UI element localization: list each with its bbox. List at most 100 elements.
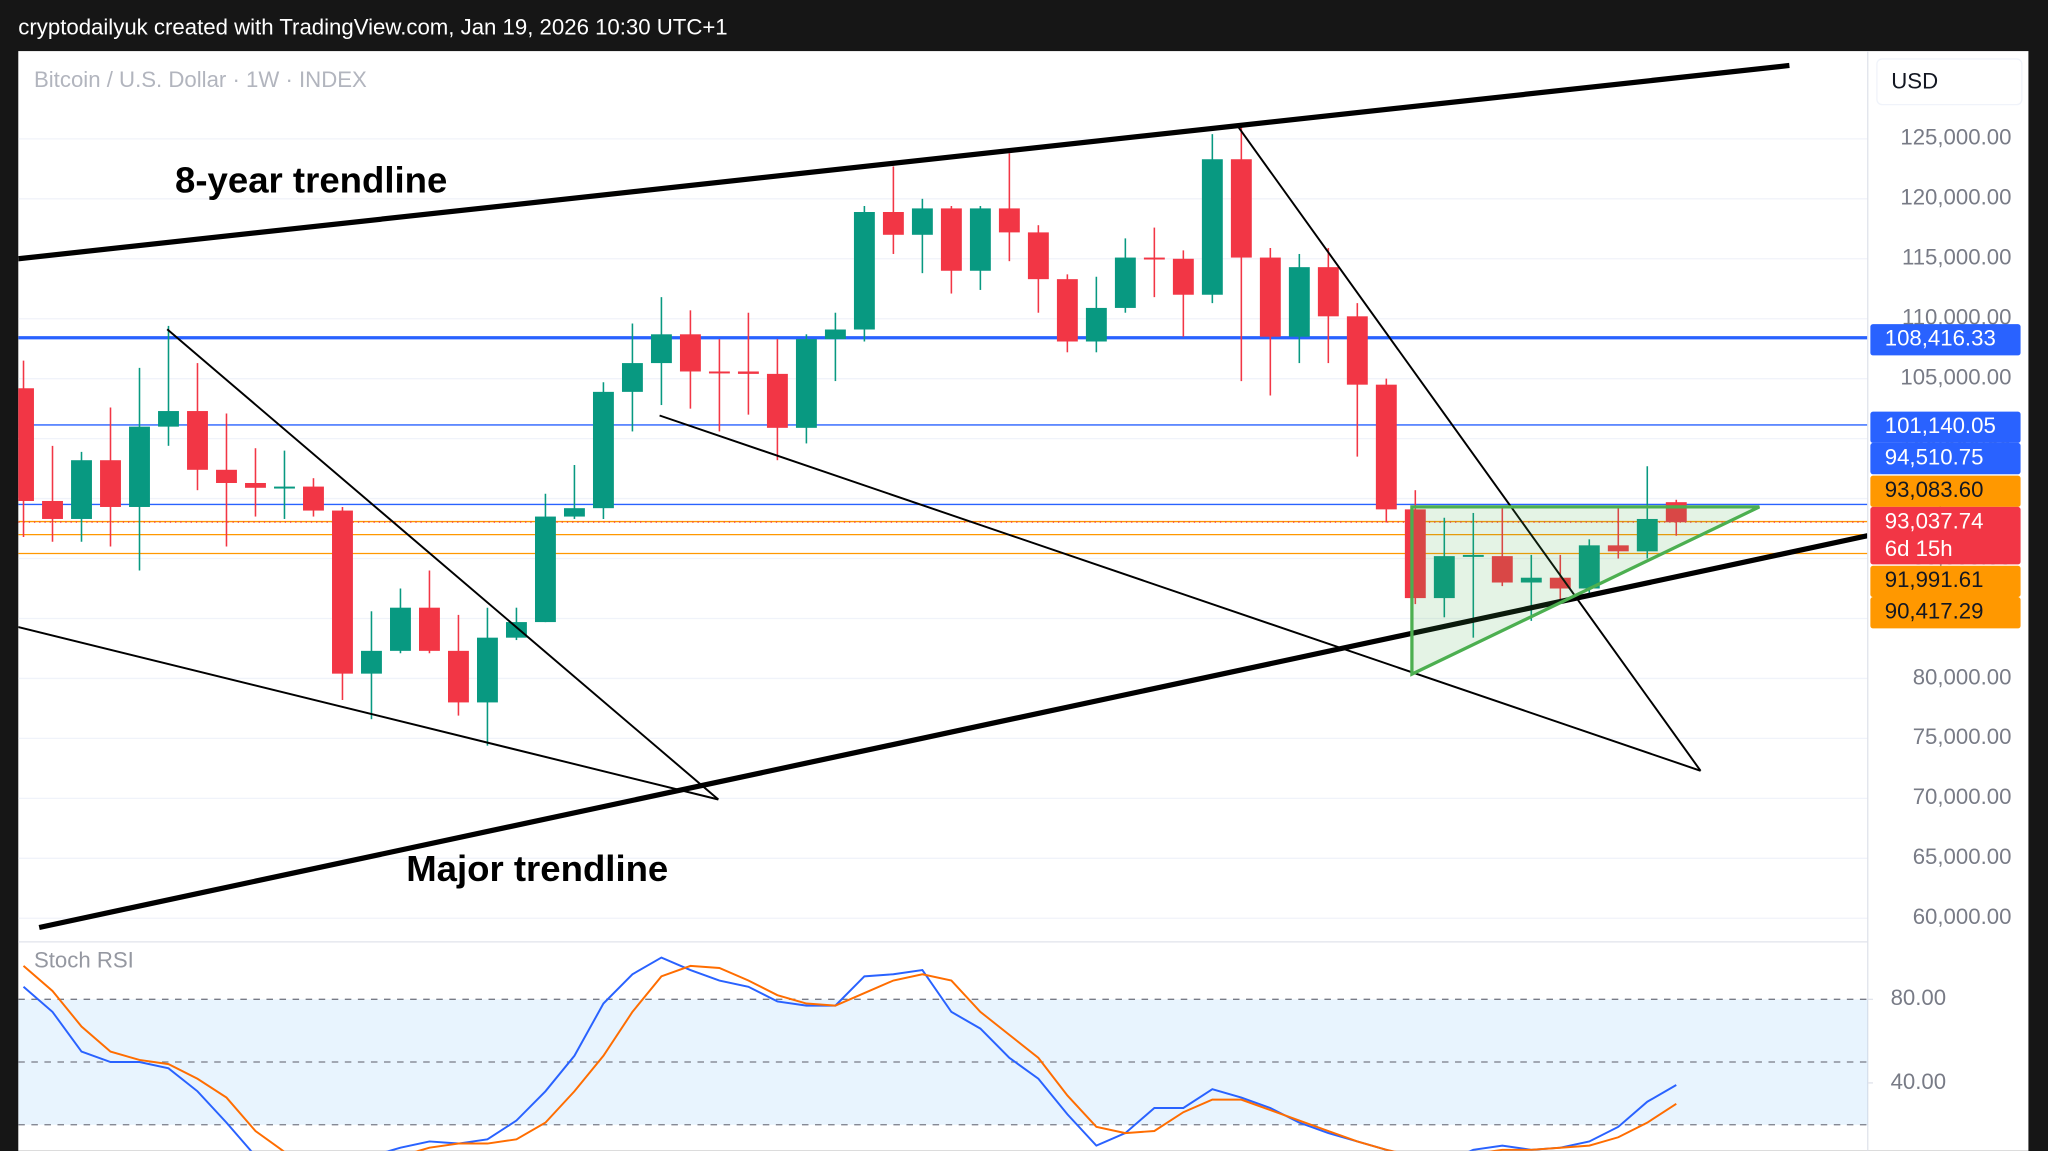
candle-body xyxy=(1056,279,1078,342)
candle-body xyxy=(419,607,440,651)
candle-body xyxy=(1288,267,1310,337)
candle-body xyxy=(766,373,788,428)
candle-body xyxy=(940,208,962,271)
y-tick-label: 80.00 xyxy=(1891,985,1947,1010)
stoch-line xyxy=(22,964,1677,1151)
candle-body xyxy=(390,607,411,651)
price-label-bg xyxy=(1870,475,2021,507)
countdown: 6d 15h xyxy=(1885,536,1953,561)
price-label: 108,416.33 xyxy=(1885,326,1996,351)
credit: cryptodailyuk created with TradingView.c… xyxy=(18,15,727,40)
candle-body xyxy=(737,371,759,374)
candle-body xyxy=(1201,159,1223,295)
price-label-bg xyxy=(1870,324,2021,356)
price-label: 93,083.60 xyxy=(1885,477,1984,502)
price-label: 91,991.61 xyxy=(1885,567,1984,592)
trendline xyxy=(1237,126,1702,772)
annotation: Major trendline xyxy=(406,848,668,889)
trendline xyxy=(18,626,719,801)
candle-body xyxy=(1636,518,1658,552)
candle-body xyxy=(1259,257,1281,337)
candle-body xyxy=(1085,307,1107,342)
candle-body xyxy=(650,334,672,364)
candle-body xyxy=(969,208,991,271)
candle-body xyxy=(448,650,469,703)
candle-body xyxy=(679,334,701,372)
candle-body xyxy=(1491,556,1513,583)
candle-body xyxy=(621,363,643,392)
candle-body xyxy=(1375,384,1397,510)
y-tick-label: 120,000.00 xyxy=(1900,185,2011,210)
candle-body xyxy=(71,460,92,519)
candle-body xyxy=(216,469,237,483)
candle-body xyxy=(1172,258,1194,295)
candle-body xyxy=(1607,545,1629,552)
current-price-bg xyxy=(1870,506,2021,565)
candle-body xyxy=(795,339,817,428)
candle-body xyxy=(158,411,179,427)
currency[interactable]: USD xyxy=(1891,68,1938,93)
candle-body xyxy=(505,622,527,638)
currency-box[interactable] xyxy=(1876,58,2023,106)
candle-body xyxy=(708,371,730,374)
candle-body xyxy=(129,426,150,507)
price-label-bg xyxy=(1870,411,2021,443)
candle-body xyxy=(1520,577,1542,583)
candle-body xyxy=(534,516,556,623)
drawings xyxy=(18,62,1868,931)
y-tick-label: 115,000.00 xyxy=(1902,245,2011,270)
y-tick-label: 70,000.00 xyxy=(1913,784,2012,809)
candle-body xyxy=(274,486,295,489)
chart-area xyxy=(18,51,2029,1151)
y-tick-label: 125,000.00 xyxy=(1900,125,2011,150)
annotation: 8-year trendline xyxy=(175,160,447,201)
candle-body xyxy=(18,388,34,501)
candle-body xyxy=(1433,556,1455,599)
y-tick-label: 60,000.00 xyxy=(1913,904,2012,929)
candle-body xyxy=(303,486,324,511)
candle-body xyxy=(563,508,585,517)
trendline xyxy=(166,328,720,801)
candle-body xyxy=(998,208,1020,233)
candle-body xyxy=(361,650,382,674)
y-tick-label: 80,000.00 xyxy=(1913,664,2012,689)
candle-body xyxy=(332,510,353,674)
candle-body xyxy=(1114,257,1136,308)
price-label-bg xyxy=(1870,597,2021,629)
price-label: 90,417.29 xyxy=(1885,599,1984,624)
price-label-bg xyxy=(1870,565,2021,598)
candle-body xyxy=(911,208,933,235)
candle-body xyxy=(1578,545,1600,589)
price-pane xyxy=(18,125,1868,919)
candle-body xyxy=(824,329,846,340)
candle-body xyxy=(853,212,875,330)
candle-body xyxy=(592,391,614,509)
indicator-title: Stoch RSI xyxy=(34,947,134,972)
candle-body xyxy=(1143,257,1165,260)
candle-body xyxy=(1346,316,1368,385)
y-tick-label: 75,000.00 xyxy=(1913,724,2012,749)
candle-body xyxy=(42,500,63,519)
current-price-label: 93,037.74 xyxy=(1885,508,1984,533)
y-tick-label: 40.00 xyxy=(1891,1069,1947,1094)
price-axis: 60,000.00 65,000.00 70,000.00 75,000.00 80,0… xyxy=(1867,125,2021,1094)
candle-body xyxy=(1549,577,1571,589)
trendline xyxy=(659,414,1701,772)
candle-body xyxy=(187,411,208,470)
symbol-title: Bitcoin / U.S. Dollar · 1W · INDEX xyxy=(34,67,367,92)
candle-body xyxy=(1230,159,1252,258)
y-tick-label: 105,000.00 xyxy=(1900,365,2011,390)
triangle-pattern xyxy=(1410,505,1761,677)
candle-body xyxy=(245,482,266,488)
candle-body xyxy=(1404,509,1426,599)
candle-body xyxy=(1027,232,1049,280)
candle-body xyxy=(100,460,121,507)
trendline xyxy=(18,62,1790,262)
candle-body xyxy=(476,637,498,703)
price-label-bg xyxy=(1870,442,2021,475)
price-label: 94,510.75 xyxy=(1885,444,1984,469)
price-label: 101,140.05 xyxy=(1885,413,1996,438)
candle-body xyxy=(1462,554,1484,557)
